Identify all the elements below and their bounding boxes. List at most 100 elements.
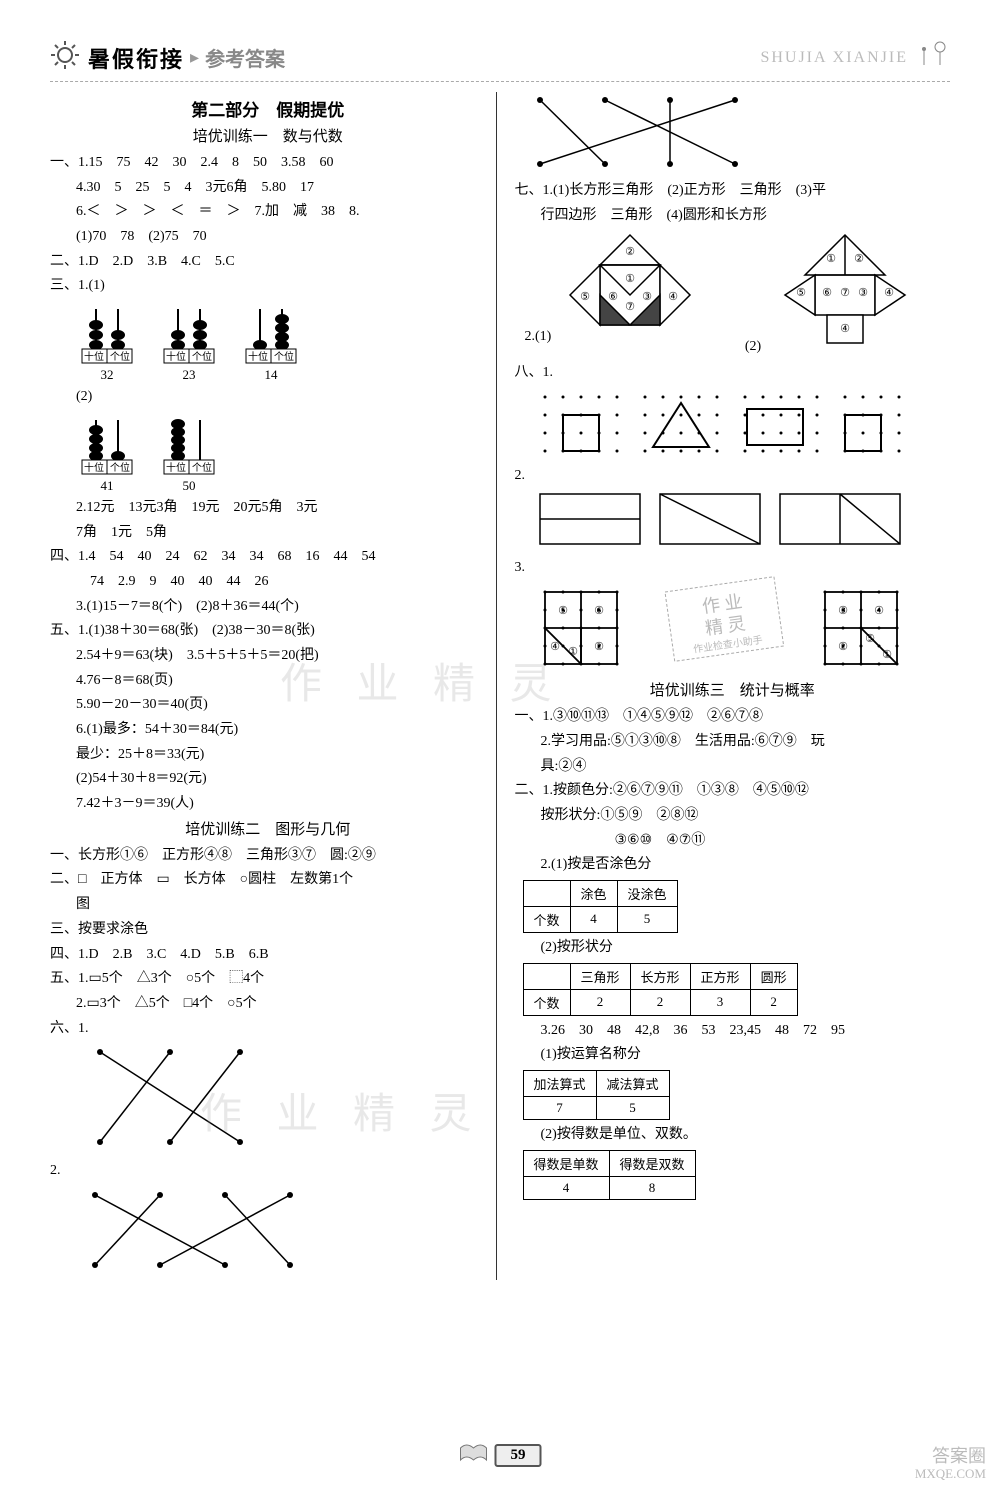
td: 3 (690, 989, 750, 1015)
svg-text:十位: 十位 (248, 350, 268, 363)
abacus: 十位 个位 50 (162, 414, 216, 494)
svg-text:⑤: ⑤ (865, 633, 875, 645)
footer-watermark: 答案圈 MXQE.COM (915, 1447, 986, 1481)
svg-text:⑦: ⑦ (625, 301, 635, 313)
text-line: (2)按得数是单位、双数。 (541, 1124, 951, 1146)
svg-text:个位: 个位 (110, 350, 130, 363)
text-line: 一、1.15 75 42 30 2.4 8 50 3.58 60 (50, 152, 486, 174)
td: 4 (570, 906, 617, 932)
svg-text:③: ③ (642, 291, 652, 303)
book-icon (459, 1442, 489, 1469)
text-line: 二、1.D 2.D 3.B 4.C 5.C (50, 251, 486, 273)
svg-text:十位: 十位 (84, 461, 104, 474)
svg-text:十位: 十位 (84, 350, 104, 363)
svg-text:②: ② (854, 253, 864, 265)
svg-text:②: ② (838, 641, 848, 653)
text-line: 4.76－8＝68(页) (76, 670, 486, 692)
svg-text:⑥: ⑥ (594, 605, 604, 617)
th (523, 963, 570, 989)
svg-text:②: ② (594, 641, 604, 653)
matching-diagram (525, 92, 951, 177)
text-line: 3. (515, 557, 951, 579)
abacus: 十位 个位 32 (80, 303, 134, 383)
matching-diagram (80, 1185, 486, 1280)
svg-text:精 灵: 精 灵 (703, 613, 746, 638)
page-number-value: 59 (495, 1444, 542, 1467)
train1-title: 培优训练一 数与代数 (50, 125, 486, 146)
th: 没涂色 (617, 880, 677, 906)
text-line: 六、1. (50, 1018, 486, 1040)
svg-text:十位: 十位 (166, 350, 186, 363)
page-number: 59 (459, 1442, 542, 1469)
svg-text:十位: 十位 (166, 461, 186, 474)
table-shape: 三角形 长方形 正方形 圆形 个数 2 2 3 2 (523, 963, 798, 1016)
th (523, 880, 570, 906)
td: 8 (609, 1176, 695, 1199)
text-line: 七、1.(1)长方形三角形 (2)正方形 三角形 (3)平 (515, 180, 951, 202)
header-pinyin: SHUJIA XIANJIE (760, 49, 908, 67)
text-line: 2.(1) (525, 329, 552, 344)
text-line: 五、1.(1)38＋30＝68(张) (2)38－30＝8(张) (50, 620, 486, 642)
svg-text:④: ④ (874, 605, 884, 617)
train3-title: 培优训练三 统计与概率 (515, 679, 951, 700)
text-line: (1)按运算名称分 (541, 1044, 951, 1066)
th: 加法算式 (523, 1071, 596, 1097)
footer-line: 答案圈 (915, 1447, 986, 1467)
text-line: (1)70 78 (2)75 70 (76, 226, 486, 248)
th: 得数是单数 (523, 1150, 609, 1176)
matching-diagram (80, 1042, 486, 1157)
dot-grid-shapes (535, 387, 951, 462)
tangram-diagram: ① ② ⑤ ⑥ ⑦ ③ ④ ④ (765, 230, 925, 350)
th: 减法算式 (596, 1071, 669, 1097)
text-line: 一、长方形①⑥ 正方形④⑧ 三角形③⑦ 圆:②⑨ (50, 845, 486, 867)
abacus-label: 50 (183, 478, 196, 494)
text-line: 4.30 5 25 5 4 3元6角 5.80 17 (76, 177, 486, 199)
text-line: 2.54＋9＝63(块) 3.5＋5＋5＋5＝20(把) (76, 645, 486, 667)
svg-text:⑤: ⑤ (580, 291, 590, 303)
svg-text:⑦: ⑦ (840, 287, 850, 299)
text-line: 按形状分:①⑤⑨ ②⑧⑫ (541, 805, 951, 827)
td: 5 (617, 906, 677, 932)
th: 正方形 (690, 963, 750, 989)
svg-text:④: ④ (884, 287, 894, 299)
page: 作 业 精 灵 作 业 精 灵 暑假衔接 ▸ 参考答案 SHUJIA XIANJ… (0, 0, 1000, 1491)
abacus-label: 14 (265, 367, 278, 383)
svg-text:⑤: ⑤ (558, 605, 568, 617)
td: 7 (523, 1097, 596, 1120)
th: 三角形 (570, 963, 630, 989)
svg-text:⑥: ⑥ (822, 287, 832, 299)
svg-text:①: ① (625, 273, 635, 285)
text-line: (2) (76, 386, 486, 408)
table-parity: 得数是单数得数是双数 48 (523, 1150, 696, 1200)
text-line: 二、1.按颜色分:②⑥⑦⑨⑪ ①③⑧ ④⑤⑩⑫ (515, 780, 951, 802)
text-line: 三、1.(1) (50, 275, 486, 297)
text-line: 一、1.③⑩⑪⑬ ①④⑤⑨⑫ ②⑥⑦⑧ (515, 706, 951, 728)
svg-text:⑥: ⑥ (608, 291, 618, 303)
svg-text:①: ① (826, 253, 836, 265)
left-column: 第二部分 假期提优 培优训练一 数与代数 一、1.15 75 42 30 2.4… (50, 92, 497, 1280)
table-color: 涂色没涂色 个数45 (523, 880, 678, 933)
header-title: 暑假衔接 (88, 42, 184, 74)
abacus: 十位 个位 23 (162, 303, 216, 383)
svg-text:③: ③ (858, 287, 868, 299)
svg-text:作 业: 作 业 (700, 592, 743, 617)
td: 2 (630, 989, 690, 1015)
rect-split-diagram (535, 489, 951, 554)
svg-text:②: ② (625, 246, 635, 258)
abacus-row: 十位 个位 41 十位 个位 50 (80, 414, 486, 494)
header-sub: 参考答案 (205, 43, 285, 72)
td: 2 (570, 989, 630, 1015)
header: 暑假衔接 ▸ 参考答案 SHUJIA XIANJIE (50, 40, 950, 82)
svg-text:④: ④ (840, 323, 850, 335)
text-line: 5.90－20－30＝40(页) (76, 694, 486, 716)
svg-text:⑤: ⑤ (796, 287, 806, 299)
right-column: 七、1.(1)长方形三角形 (2)正方形 三角形 (3)平 行四边形 三角形 (… (509, 92, 951, 1280)
text-line: 7角 1元 5角 (76, 522, 486, 544)
text-line: (2) (745, 339, 761, 354)
text-line: (2)按形状分 (541, 937, 951, 959)
header-arrow: ▸ (190, 47, 199, 68)
td: 个数 (523, 989, 570, 1015)
td: 个数 (523, 906, 570, 932)
section-title: 第二部分 假期提优 (50, 96, 486, 121)
td: 4 (523, 1176, 609, 1199)
